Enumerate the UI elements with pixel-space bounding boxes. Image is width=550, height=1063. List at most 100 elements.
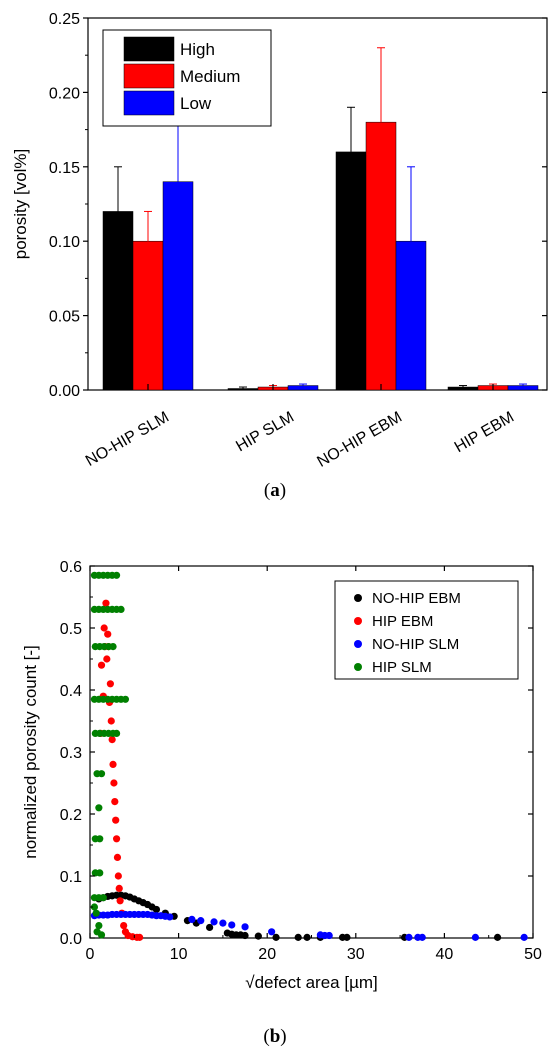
y-tick-label: 0.3 [60, 745, 82, 762]
error-bars-group [114, 47, 527, 389]
panel-label-b: (b) [0, 1026, 550, 1048]
data-point [115, 884, 123, 892]
data-point [197, 917, 205, 925]
y-axis-label: normalized porosity count [-] [21, 645, 40, 859]
data-point [90, 903, 99, 911]
panel-label-a: (a) [0, 480, 550, 502]
data-point [343, 933, 351, 941]
data-point [103, 655, 111, 663]
y-axis: 0.0 0.1 0.2 0.3 0.4 0.5 0.6 [60, 559, 533, 948]
x-tick-label: 40 [436, 946, 454, 963]
y-tick-label: 0.00 [49, 383, 80, 400]
data-point [121, 695, 130, 703]
panel-label-a-close: ) [279, 480, 287, 501]
x-tick-label: NO-HIP SLM [83, 409, 172, 470]
data-point [109, 760, 117, 768]
x-tick-label: 10 [170, 946, 188, 963]
y-tick-label: 0.2 [60, 807, 82, 824]
x-tick-label: 50 [524, 946, 542, 963]
data-point [107, 717, 115, 725]
legend-label: HIP SLM [372, 659, 432, 676]
bar [227, 388, 259, 391]
x-axis: 0 10 20 30 40 50 [86, 566, 542, 963]
y-tick-label: 0.4 [60, 683, 82, 700]
x-tick-label: HIP SLM [233, 409, 297, 456]
data-point [188, 915, 196, 923]
data-point [117, 605, 125, 613]
data-point [92, 909, 100, 917]
data-point [520, 933, 528, 941]
data-point [112, 571, 121, 579]
legend-label: Medium [180, 67, 240, 86]
bar [287, 385, 319, 391]
x-tick-label: NO-HIP EBM [314, 409, 405, 471]
data-point [96, 869, 104, 877]
panel-label-b-close: ) [280, 1026, 287, 1047]
data-point [114, 872, 122, 880]
data-point [120, 922, 128, 930]
legend-marker [354, 663, 362, 671]
legend-marker [354, 617, 362, 625]
y-tick-label: 0.0 [60, 931, 82, 948]
data-point [418, 933, 426, 941]
legend-label: NO-HIP SLM [372, 636, 459, 653]
data-point [113, 853, 122, 861]
x-axis: NO-HIP SLM HIP SLM NO-HIP EBM HIP EBM [83, 384, 517, 471]
y-tick-label: 0.5 [60, 621, 82, 638]
legend-label: HIP EBM [372, 613, 433, 630]
data-point [405, 933, 413, 941]
x-tick-label: HIP EBM [452, 409, 517, 456]
data-point [102, 599, 110, 607]
x-axis-label: √defect area [µm] [245, 973, 378, 992]
bar [102, 211, 134, 391]
bar [365, 121, 397, 391]
data-point [95, 804, 103, 812]
data-point [493, 933, 502, 941]
data-point [272, 933, 280, 941]
x-tick-label: 30 [347, 946, 365, 963]
data-point [96, 835, 104, 843]
legend-box [334, 580, 519, 680]
data-point [111, 798, 119, 806]
data-point [106, 680, 114, 688]
data-point [109, 643, 117, 651]
data-point [100, 624, 108, 632]
bar [395, 240, 427, 391]
data-point [97, 661, 106, 669]
bar [162, 181, 194, 391]
data-point [471, 933, 480, 941]
data-point [97, 931, 106, 939]
legend-marker [354, 640, 362, 648]
bar-chart: 0.00 0.05 0.10 0.15 0.20 0.25 NO-HIP SLM HIP S… [11, 11, 548, 471]
y-tick-label: 0.05 [49, 309, 80, 326]
y-axis-label: porosity [vol%] [11, 149, 30, 260]
bars-group [102, 121, 539, 391]
legend-label: High [180, 40, 215, 59]
data-point [241, 931, 249, 940]
data-point [254, 932, 262, 940]
bar [507, 385, 539, 391]
data-point [99, 894, 107, 902]
data-point [152, 905, 161, 914]
data-point [294, 933, 302, 941]
y-tick-label: 0.6 [60, 559, 82, 576]
points-group [90, 571, 528, 941]
data-point [219, 919, 227, 927]
bar [335, 151, 367, 391]
data-point [228, 921, 236, 929]
y-tick-label: 0.25 [49, 11, 80, 28]
legend-label: NO-HIP EBM [372, 590, 461, 607]
data-point [210, 918, 218, 926]
legend-swatch [123, 90, 175, 116]
data-point [136, 933, 144, 941]
data-point [166, 913, 174, 921]
legend-marker [354, 594, 362, 602]
data-point [104, 630, 112, 638]
y-tick-label: 0.15 [49, 160, 80, 177]
data-point [303, 933, 311, 941]
data-point [116, 897, 124, 905]
legend: NO-HIP EBM HIP EBM NO-HIP SLM HIP SLM [334, 580, 519, 680]
y-axis: 0.00 0.05 0.10 0.15 0.20 0.25 [49, 11, 547, 400]
x-tick-label: 0 [86, 946, 95, 963]
legend-label: Low [180, 94, 212, 113]
